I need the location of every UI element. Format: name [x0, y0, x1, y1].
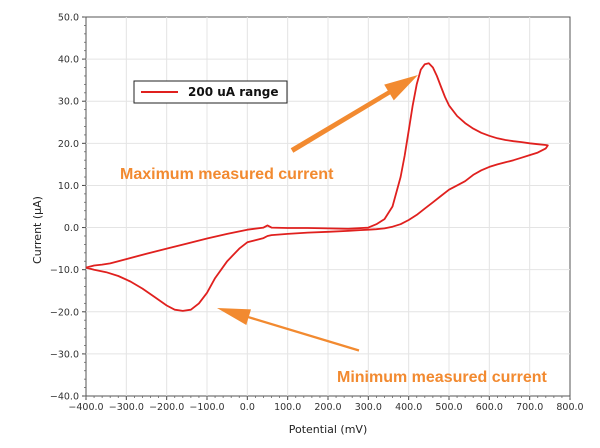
- y-tick-label: 20.0: [58, 139, 79, 150]
- legend-box: [133, 80, 288, 104]
- arrow-to-maximum: [290, 75, 418, 153]
- annotation-arrows: [217, 75, 418, 352]
- series-line: [85, 62, 549, 312]
- x-tick-label: 300.0: [355, 402, 382, 413]
- x-tick-label: 0.0: [240, 402, 255, 413]
- x-tick-label: 500.0: [435, 402, 462, 413]
- x-tick-label: 400.0: [395, 402, 422, 413]
- x-tick-label: −100.0: [189, 402, 224, 413]
- y-tick-label: −40.0: [50, 392, 79, 403]
- x-tick-label: −300.0: [109, 402, 144, 413]
- y-tick-labels: 50.0 40.0 30.0 20.0 10.0 0.0 −10.0 −20.0 −30.0 −4…: [50, 13, 79, 403]
- y-axis-title: Current (μA): [31, 196, 44, 264]
- legend: 200 uA range: [133, 80, 288, 104]
- y-tick-label: 0.0: [64, 223, 79, 234]
- series-layer: [85, 62, 549, 312]
- x-tick-label: −200.0: [149, 402, 184, 413]
- y-tick-label: −30.0: [50, 349, 79, 360]
- arrow-to-minimum: [217, 308, 360, 352]
- y-tick-label: 50.0: [58, 13, 79, 24]
- x-axis-title: Potential (mV): [289, 423, 368, 436]
- y-tick-label: 10.0: [58, 181, 79, 192]
- y-tick-label: −20.0: [50, 307, 79, 318]
- x-tick-label: 800.0: [556, 402, 583, 413]
- legend-label: 200 uA range: [188, 85, 279, 99]
- x-tick-label: 700.0: [516, 402, 543, 413]
- x-tick-label: 200.0: [314, 402, 341, 413]
- annotation-maximum: Maximum measured current: [120, 166, 334, 183]
- axis-ticks: [82, 16, 571, 400]
- x-tick-label: 100.0: [274, 402, 301, 413]
- grid: [86, 17, 570, 396]
- y-tick-label: 30.0: [58, 97, 79, 108]
- annotation-minimum: Minimum measured current: [337, 369, 548, 386]
- y-tick-label: 40.0: [58, 55, 79, 66]
- x-tick-labels: −400.0 −300.0 −200.0 −100.0 0.0 100.0 200.0 300…: [68, 402, 583, 413]
- x-tick-label: 600.0: [476, 402, 503, 413]
- y-tick-label: −10.0: [50, 265, 79, 276]
- x-tick-label: −400.0: [68, 402, 103, 413]
